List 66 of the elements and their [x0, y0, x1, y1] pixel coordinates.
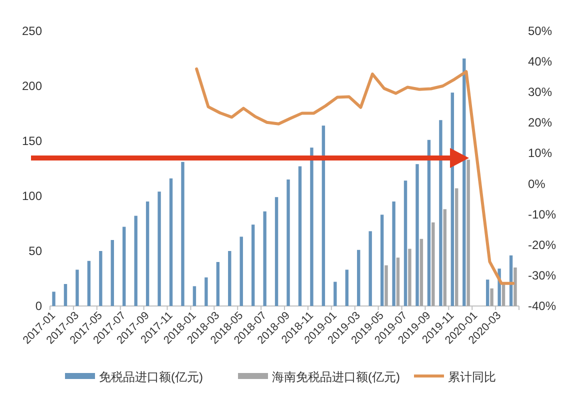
bar	[420, 238, 424, 306]
bar	[439, 120, 442, 306]
bar	[408, 248, 412, 306]
bar	[204, 277, 208, 306]
bar	[404, 180, 408, 306]
bar	[310, 148, 314, 306]
y2-tick-label: -20%	[528, 238, 556, 252]
bar	[466, 160, 470, 306]
bar	[134, 216, 138, 306]
bar	[52, 292, 56, 306]
bar	[181, 162, 184, 306]
y2-tick-label: 0%	[528, 176, 546, 191]
bar	[455, 188, 458, 306]
bar	[192, 286, 196, 306]
bar	[169, 178, 173, 306]
legend-label: 免税品进口额(亿元)	[99, 370, 203, 384]
bar	[357, 250, 360, 306]
bar	[486, 280, 490, 306]
y2-tick-label: 30%	[528, 85, 552, 100]
y-tick-label: 50	[28, 244, 42, 258]
bar	[216, 262, 220, 306]
bar	[322, 126, 326, 306]
legend-label: 海南免税品进口额(亿元)	[272, 370, 400, 384]
bar	[274, 197, 278, 306]
bar	[99, 251, 102, 306]
bar	[76, 270, 79, 306]
bar	[110, 240, 114, 306]
bar	[263, 211, 266, 306]
bar	[240, 236, 243, 306]
y-tick-label: 250	[22, 24, 42, 38]
legend-label: 累计同比	[448, 370, 496, 384]
bar	[146, 202, 150, 306]
y-tick-label: 100	[22, 189, 42, 203]
bar	[396, 258, 400, 306]
bar	[298, 166, 302, 306]
y2-tick-label: 10%	[528, 146, 552, 160]
bar	[345, 270, 348, 306]
y-tick-label: 0	[35, 299, 42, 313]
bar	[384, 265, 388, 306]
y2-tick-label: -40%	[528, 299, 556, 313]
bar	[122, 226, 126, 306]
y2-tick-label: 50%	[528, 24, 552, 38]
bar	[514, 268, 517, 306]
bar	[392, 202, 396, 306]
bar	[158, 192, 161, 306]
y2-tick-label: 20%	[528, 116, 552, 130]
bar	[368, 231, 372, 306]
bar	[87, 260, 91, 306]
bar	[251, 224, 255, 306]
bar	[334, 282, 337, 306]
line-series	[195, 67, 515, 285]
bar	[64, 284, 68, 306]
bar	[416, 164, 419, 306]
y2-tick-label: -10%	[528, 207, 556, 222]
y2-tick-label: 40%	[528, 54, 552, 69]
y2-tick-label: -30%	[528, 268, 556, 282]
bar	[490, 288, 494, 306]
bar	[432, 222, 435, 306]
bar	[462, 58, 466, 306]
bar	[286, 180, 290, 306]
y-tick-label: 150	[22, 134, 42, 148]
y-tick-label: 200	[22, 79, 42, 93]
bar	[443, 209, 446, 306]
bar	[380, 214, 384, 306]
bar	[228, 251, 232, 306]
bar	[427, 140, 431, 306]
